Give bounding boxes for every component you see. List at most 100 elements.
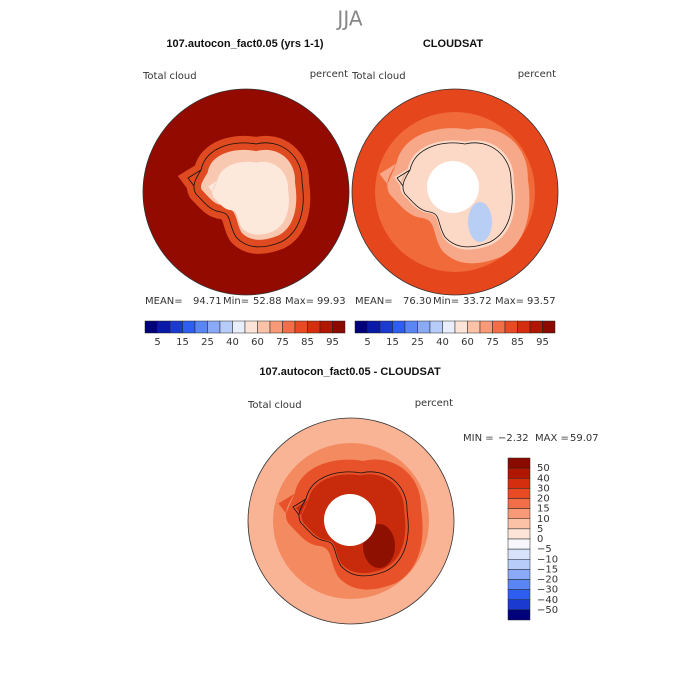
units-label: percent	[310, 69, 348, 80]
colorbar-box	[507, 467, 531, 479]
colorbar-box	[507, 559, 531, 570]
colorbar-label: 30	[537, 483, 550, 494]
colorbar-label: 60	[461, 337, 474, 348]
colorbar-box	[529, 320, 543, 334]
stat-text: Min=	[223, 296, 249, 307]
colorbar-label: 15	[176, 337, 189, 348]
colorbar-label: 75	[486, 337, 499, 348]
colorbar-label: −15	[537, 564, 558, 575]
colorbar-box	[507, 457, 531, 469]
colorbar-label: −10	[537, 554, 558, 565]
colorbar-box	[517, 320, 531, 334]
stat-text: −2.32	[498, 433, 529, 444]
units-label: percent	[518, 69, 556, 80]
stat-text: Min=	[433, 296, 459, 307]
colorbar-label: 75	[276, 337, 289, 348]
stat-text: MEAN=	[355, 296, 393, 307]
colorbar-label: −20	[537, 575, 558, 586]
colorbar-box	[442, 320, 456, 334]
colorbar-box	[169, 320, 183, 334]
colorbar-box	[367, 320, 381, 334]
colorbar-box	[332, 320, 346, 334]
colorbar-label: −5	[537, 544, 552, 555]
stat-text: 94.71	[193, 296, 222, 307]
variable-label: Total cloud	[142, 71, 197, 82]
colorbar-box	[542, 320, 556, 334]
colorbar-box	[429, 320, 443, 334]
colorbar-box	[507, 548, 531, 560]
variable-label: Total cloud	[351, 71, 406, 82]
map	[351, 88, 559, 296]
colorbar-label: 25	[201, 337, 214, 348]
colorbar-box	[467, 320, 481, 334]
colorbar-label: −30	[537, 585, 558, 596]
stat-text: 59.07	[570, 433, 599, 444]
colorbar-box	[507, 569, 531, 580]
panel-title: 107.autocon_fact0.05 - CLOUDSAT	[259, 366, 441, 378]
colorbar-box	[392, 320, 406, 334]
units-label: percent	[415, 398, 453, 409]
colorbar-box	[507, 488, 531, 499]
colorbar-box	[144, 320, 158, 334]
colorbar-box	[219, 320, 233, 334]
colorbar-box	[417, 320, 431, 334]
colorbar-label: −40	[537, 595, 558, 606]
colorbar-label: 95	[536, 337, 549, 348]
stat-text: 93.57	[527, 296, 556, 307]
stat-text: MEAN=	[145, 296, 183, 307]
colorbar-label: 5	[537, 524, 543, 535]
colorbar-box	[282, 320, 296, 334]
colorbar-box	[507, 599, 531, 611]
colorbar-box	[294, 320, 308, 334]
colorbar-box	[507, 609, 531, 621]
colorbar-box	[319, 320, 333, 334]
colorbar-label: −50	[537, 605, 558, 616]
colorbars: MEAN= 94.71 Min= 52.88 Max= 99.935 15 25 40 60 75 8…	[144, 296, 556, 348]
colorbar-label: 15	[386, 337, 399, 348]
colorbar-box	[507, 478, 531, 489]
colorbar-box	[354, 320, 368, 334]
colorbar-box	[182, 320, 196, 334]
colorbar-box	[507, 518, 531, 530]
panel-title: 107.autocon_fact0.05 (yrs 1-1)	[166, 38, 323, 50]
colorbar-label: 5	[154, 337, 160, 348]
colorbar-label: 0	[537, 534, 543, 545]
colorbar-box	[507, 589, 531, 600]
colorbar-box	[507, 528, 531, 540]
colorbar-box	[507, 508, 531, 519]
colorbar-box	[454, 320, 468, 334]
colorbar-box	[404, 320, 418, 334]
stat-text: 33.72	[463, 296, 492, 307]
colorbar-box	[269, 320, 283, 334]
colorbar-box	[507, 498, 531, 509]
colorbar-label: 40	[537, 473, 550, 484]
stat-text: 99.93	[317, 296, 346, 307]
stat-text: 76.30	[403, 296, 432, 307]
colorbar: MIN = −2.32 MAX = 59.0750403020151050−5−10−…	[463, 433, 599, 621]
colorbar-label: 15	[537, 504, 550, 515]
figure-title: JJA	[335, 7, 362, 31]
colorbar-box	[379, 320, 393, 334]
colorbar-box	[507, 579, 531, 590]
colorbar-box	[507, 538, 531, 550]
stat-text: Max=	[285, 296, 314, 307]
colorbar-label: 85	[301, 337, 314, 348]
map	[142, 88, 350, 296]
colorbar-label: 10	[537, 514, 550, 525]
missing-data	[324, 494, 376, 546]
panel-title: CLOUDSAT	[423, 38, 484, 50]
stat-text: 52.88	[253, 296, 282, 307]
colorbar-label: 25	[411, 337, 424, 348]
colorbar-box	[232, 320, 246, 334]
stat-text: Max=	[495, 296, 524, 307]
colorbar-box	[504, 320, 518, 334]
colorbar-box	[207, 320, 221, 334]
colorbar-label: 20	[537, 494, 550, 505]
colorbar-label: 40	[436, 337, 449, 348]
map	[247, 417, 455, 625]
stat-text: MAX =	[535, 433, 569, 444]
missing-data	[427, 161, 479, 213]
colorbar-label: 5	[364, 337, 370, 348]
variable-label: Total cloud	[247, 400, 302, 411]
